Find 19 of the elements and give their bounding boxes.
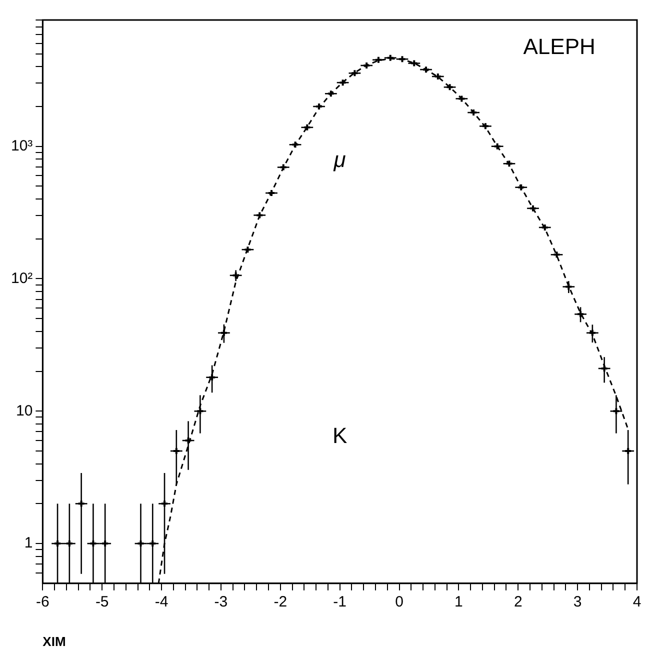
- x-tick-label: 0: [395, 594, 404, 611]
- y-tick-label: 10³: [10, 137, 33, 154]
- annotation: μ: [332, 146, 346, 172]
- x-tick-label: 2: [514, 594, 522, 611]
- y-tick-label: 10²: [10, 270, 33, 287]
- x-tick-label: 1: [454, 594, 463, 611]
- annotation: K: [332, 422, 348, 448]
- y-tick-label: 1: [24, 534, 33, 552]
- x-tick-label: -4: [154, 594, 168, 611]
- x-tick-label: -1: [333, 594, 347, 611]
- x-tick-label: 3: [573, 594, 582, 611]
- x-tick-label: 4: [632, 594, 642, 611]
- x-axis-title: XIM: [42, 634, 66, 649]
- x-tick-label: -6: [36, 594, 50, 611]
- x-tick-label: -5: [95, 594, 109, 611]
- y-tick-label: 10: [16, 402, 33, 420]
- x-tick-label: -2: [274, 594, 288, 611]
- x-tick-label: -3: [214, 594, 228, 611]
- annotation: ALEPH: [523, 34, 596, 60]
